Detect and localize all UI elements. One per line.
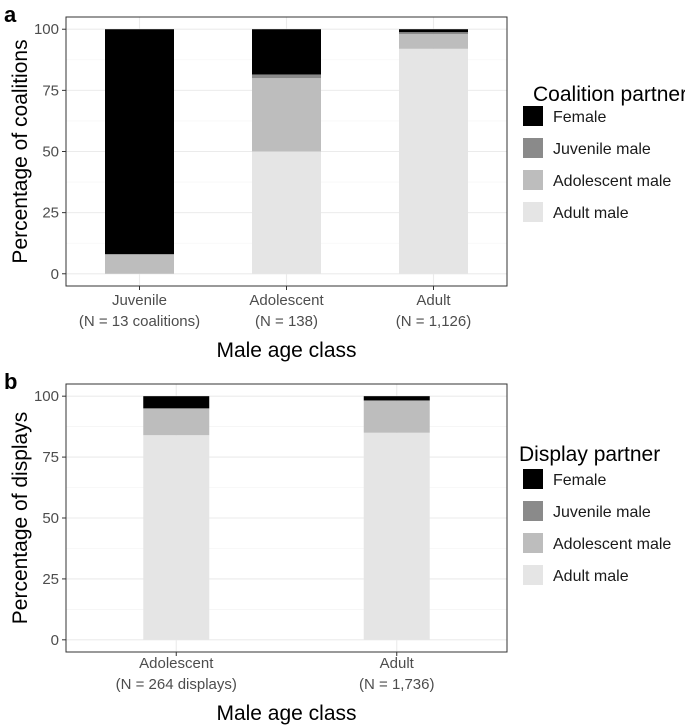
y-tick-label: 0 — [51, 266, 59, 283]
bar-segment-adult-male — [399, 48, 468, 274]
x-tick-label: Juvenile — [112, 292, 167, 309]
x-tick-label: Adolescent — [139, 655, 214, 672]
legend-key — [523, 202, 543, 222]
legend-key — [523, 170, 543, 190]
bar-segment-female — [252, 29, 321, 75]
bar-segment-adolescent-male — [143, 408, 210, 436]
legend-label: Female — [553, 109, 606, 126]
legend-key — [523, 501, 543, 521]
x-tick-sublabel: (N = 264 displays) — [116, 676, 237, 693]
bar-segment-adolescent-male — [105, 254, 174, 274]
bar-segment-adolescent-male — [252, 78, 321, 152]
legend-label: Female — [553, 472, 606, 489]
bar-segment-adult-male — [252, 151, 321, 274]
x-axis-title: Male age class — [216, 339, 356, 362]
x-tick-sublabel: (N = 138) — [255, 313, 318, 330]
legend: Display partner Female Juvenile male Adoles… — [519, 443, 671, 585]
bar-segment-juvenile-male — [399, 32, 468, 35]
y-tick-label: 75 — [42, 449, 59, 466]
y-tick-label: 50 — [42, 144, 59, 161]
legend-title: Display partner — [519, 443, 660, 466]
y-axis-title: Percentage of coalitions — [9, 39, 32, 263]
y-tick-label: 0 — [51, 632, 59, 649]
legend-label: Juvenile male — [553, 504, 651, 521]
y-tick-label: 100 — [34, 388, 59, 405]
legend-label: Adult male — [553, 568, 629, 585]
x-tick-sublabel: (N = 1,736) — [359, 676, 434, 693]
bar-segment-female — [143, 396, 210, 409]
x-axis-title: Male age class — [216, 702, 356, 725]
legend-key — [523, 565, 543, 585]
legend-key — [523, 469, 543, 489]
legend-label: Adolescent male — [553, 536, 671, 553]
y-tick-label: 50 — [42, 510, 59, 527]
y-tick-label: 25 — [42, 571, 59, 588]
bar-segment-adolescent-male — [363, 401, 430, 433]
legend-label: Juvenile male — [553, 141, 651, 158]
x-tick-label: Adolescent — [249, 292, 324, 309]
x-tick-sublabel: (N = 1,126) — [396, 313, 471, 330]
y-tick-label: 100 — [34, 21, 59, 38]
legend-key — [523, 106, 543, 126]
bar-segment-adolescent-male — [399, 34, 468, 49]
bar-segment-female — [105, 29, 174, 255]
bar-segment-adult-male — [363, 432, 430, 640]
chart-panel-a: 0 25 50 75 100 Juvenile (N = 13 coalitions) Ado… — [4, 2, 685, 362]
x-tick-label: Adult — [380, 655, 415, 672]
y-axis-title: Percentage of displays — [9, 412, 32, 624]
bar-segment-female — [363, 396, 430, 401]
legend-label: Adult male — [553, 205, 629, 222]
legend-key — [523, 138, 543, 158]
bar-segment-juvenile-male — [363, 400, 430, 402]
y-tick-label: 75 — [42, 82, 59, 99]
legend-key — [523, 533, 543, 553]
x-tick-label: Adult — [416, 292, 451, 309]
chart-panel-b: 0 25 50 75 100 Adolescent (N = 264 displays) Ad… — [4, 369, 671, 725]
panel-label: a — [4, 2, 17, 27]
y-tick-label: 25 — [42, 205, 59, 222]
bar-segment-adult-male — [143, 435, 210, 640]
bar-segment-female — [399, 29, 468, 33]
panel-label: b — [4, 369, 17, 394]
x-tick-sublabel: (N = 13 coalitions) — [79, 313, 200, 330]
legend: Coalition partner Female Juvenile male Adol… — [523, 83, 685, 222]
legend-label: Adolescent male — [553, 173, 671, 190]
legend-title: Coalition partner — [533, 83, 685, 106]
bar-segment-juvenile-male — [252, 74, 321, 79]
